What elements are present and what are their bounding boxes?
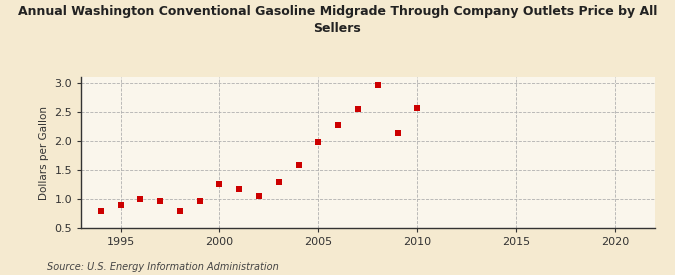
Point — [95, 209, 106, 214]
Text: Source: U.S. Energy Information Administration: Source: U.S. Energy Information Administ… — [47, 262, 279, 272]
Point — [115, 203, 126, 207]
Point — [392, 131, 403, 135]
Point — [254, 194, 265, 199]
Point — [352, 107, 363, 111]
Point — [333, 123, 344, 128]
Point — [155, 199, 165, 203]
Point — [412, 106, 423, 110]
Point — [194, 199, 205, 203]
Point — [293, 163, 304, 167]
Point — [135, 197, 146, 201]
Point — [373, 83, 383, 87]
Point — [313, 139, 324, 144]
Y-axis label: Dollars per Gallon: Dollars per Gallon — [38, 106, 49, 200]
Point — [214, 182, 225, 186]
Text: Annual Washington Conventional Gasoline Midgrade Through Company Outlets Price b: Annual Washington Conventional Gasoline … — [18, 6, 657, 34]
Point — [273, 180, 284, 184]
Point — [175, 209, 186, 214]
Point — [234, 186, 244, 191]
